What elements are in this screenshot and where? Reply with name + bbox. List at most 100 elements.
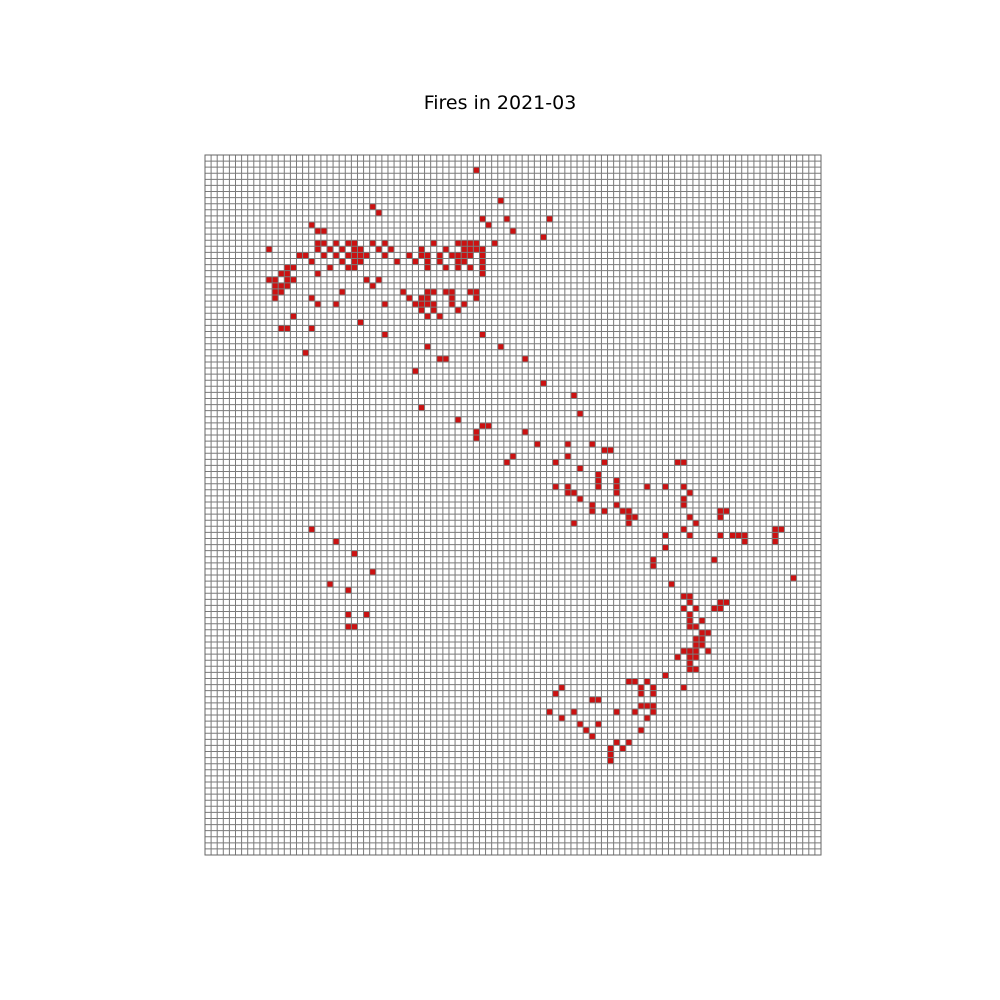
fire-cell [369,240,376,247]
fire-cell [577,495,584,502]
fire-cell [314,301,321,308]
fire-cell [650,708,657,715]
fire-cell [308,258,315,265]
fire-cell [345,623,352,630]
fire-cell [412,368,419,375]
fire-cell [558,684,565,691]
fire-cell [467,288,474,295]
fire-cell [351,252,358,259]
fire-cell [778,526,785,533]
fire-cell [692,654,700,661]
fire-cell [711,605,718,612]
fire-cell [558,715,565,722]
fire-cell [418,307,425,314]
chart-title: Fires in 2021-03 [423,92,577,114]
fire-cell [375,246,382,253]
fire-cell [692,666,700,673]
fire-cell [351,623,358,630]
fire-cell [308,526,315,533]
fire-cell [497,197,504,204]
fire-cell [638,684,645,691]
fire-cell [479,215,486,222]
fire-cell [662,483,669,490]
fire-cell [705,648,712,655]
fire-cell [699,629,706,636]
fire-cell [564,483,571,490]
fire-cell [717,605,724,612]
fire-cell [265,246,273,253]
fire-cell [442,288,449,295]
fire-cell [485,221,492,229]
fire-cell [509,453,517,460]
fire-cell [479,422,486,429]
fire-cell [430,307,437,314]
fire-cell [619,508,626,515]
fire-cell [491,240,498,247]
fire-cell [412,258,419,265]
fire-cell [717,532,724,539]
fire-cell [473,167,480,174]
fire-cell [290,264,297,271]
fire-cell [723,599,730,606]
fire-cell [625,508,632,515]
fire-cell [314,228,321,235]
fire-cell [613,501,620,509]
fire-cell [503,459,510,466]
fire-cell [455,264,462,271]
fire-cell [284,282,291,289]
fire-cell [601,447,608,454]
fire-cell [448,295,456,302]
fire-cell [363,611,370,618]
fire-cell [735,532,742,539]
fire-cell [613,489,620,496]
fire-cell [418,404,425,411]
fire-cell [455,258,462,265]
fire-cell [674,459,681,466]
fire-cell [595,483,602,490]
fire-cell [284,264,291,271]
fire-cell [595,696,602,703]
fire-cell [680,684,687,691]
fire-cell [717,514,724,521]
fire-cell [686,599,693,606]
fire-cell [583,727,590,734]
fire-cell [461,258,468,265]
fire-cell [430,240,437,247]
fire-cells [265,167,797,764]
fire-cell [680,495,687,502]
fire-cell [589,508,596,515]
fire-cell [284,325,291,332]
fire-cell [473,288,480,295]
fire-cell [424,264,431,271]
fire-cell [448,301,456,308]
fire-cell [686,514,693,521]
fire-cell [692,605,700,612]
fire-cell [601,508,608,515]
fire-cell [308,325,315,332]
fire-cell [351,550,358,557]
fire-cell [473,435,480,442]
fire-cell [284,276,291,283]
fire-cell [461,246,468,253]
fire-cell [662,532,669,539]
fire-cell [345,240,352,247]
fire-cell [424,288,431,295]
fire-cell [717,599,724,606]
fire-cell [278,325,285,332]
fire-cell [699,617,706,624]
fire-cell [595,721,602,728]
fire-cell [479,331,486,338]
fire-cell [662,544,669,551]
fire-cell [564,453,571,460]
fire-cell [381,252,388,259]
fire-cell [351,246,358,253]
fire-cell [333,240,340,247]
fire-cell [296,252,303,259]
fire-cell [461,301,468,308]
fire-cell [351,240,358,247]
fire-cell [552,690,559,697]
fire-cell [589,441,596,448]
fire-cell [638,690,645,697]
fire-cell [357,319,364,326]
fire-cell [680,648,687,655]
